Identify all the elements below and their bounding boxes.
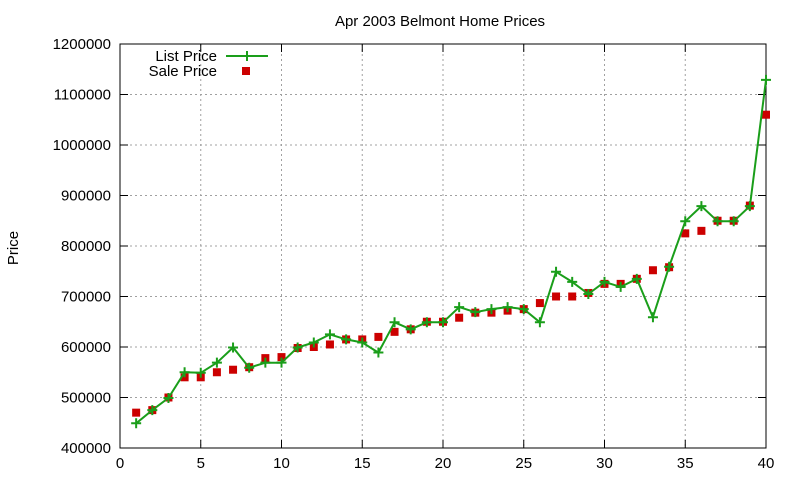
y-tick-label: 700000	[61, 289, 111, 306]
y-tick-label: 500000	[61, 390, 111, 407]
sale-price-point	[180, 373, 189, 382]
y-tick-label: 800000	[61, 238, 111, 255]
list-price-point	[438, 317, 448, 328]
list-price-point	[324, 329, 335, 340]
list-price-point	[244, 362, 255, 373]
sale-price-point	[681, 229, 690, 238]
sale-price-point	[277, 353, 286, 362]
list-price-point	[664, 261, 675, 272]
x-tick-label: 20	[435, 455, 452, 472]
list-price-point	[680, 216, 691, 227]
series	[131, 74, 771, 429]
list-price-point	[131, 418, 142, 429]
list-price-point	[502, 302, 513, 313]
list-price-point	[518, 304, 529, 315]
x-tick-label: 35	[677, 455, 694, 472]
list-price-point	[211, 357, 222, 368]
sale-price-point	[535, 299, 544, 308]
list-price-point	[405, 324, 416, 335]
grid	[120, 44, 766, 448]
list-price-point	[615, 281, 626, 292]
sale-price-point	[374, 332, 383, 341]
list-price-point	[308, 337, 319, 348]
list-price-point	[470, 307, 481, 318]
list-price-point	[631, 273, 642, 284]
list-price-point	[228, 342, 239, 353]
list-price-point	[341, 334, 352, 345]
list-price-point	[728, 216, 739, 227]
sale-price-point	[390, 327, 399, 336]
x-tick-label: 40	[758, 455, 775, 472]
legend-label-sale-price: Sale Price	[149, 63, 217, 80]
sale-price-point	[455, 313, 464, 322]
legend-marker-list-price	[242, 51, 252, 61]
x-tick-label: 25	[515, 455, 532, 472]
list-price-point	[761, 74, 771, 85]
list-price-point	[147, 405, 158, 416]
y-tick-label: 400000	[61, 440, 111, 457]
sale-price-point	[132, 408, 141, 417]
list-price-point	[583, 288, 594, 299]
list-price-point	[163, 393, 174, 404]
y-tick-label: 900000	[61, 188, 111, 205]
list-price-point	[599, 276, 610, 287]
list-price-point	[373, 347, 384, 358]
sale-price-point	[325, 340, 334, 349]
list-price-point	[421, 317, 432, 328]
sale-price-point	[648, 266, 657, 275]
list-price-point	[195, 367, 206, 378]
list-price-point	[389, 317, 400, 328]
legend: List Price Sale Price	[149, 48, 268, 80]
x-tick-label: 30	[596, 455, 613, 472]
y-axis-label: Price	[5, 231, 22, 265]
sale-price-point	[552, 292, 561, 301]
list-price-point	[260, 357, 271, 368]
chart-title: Apr 2003 Belmont Home Prices	[335, 13, 545, 30]
x-tick-label: 15	[354, 455, 371, 472]
list-price-point	[179, 367, 190, 378]
legend-marker-sale-price	[242, 67, 250, 75]
legend-label-list-price: List Price	[155, 48, 217, 65]
list-price-point	[454, 302, 465, 313]
axis-ticks: 400000 500000 600000 700000 800000 900000 1000…	[53, 36, 775, 472]
list-price-point	[712, 216, 723, 227]
x-tick-label: 0	[116, 455, 124, 472]
list-price-point	[357, 337, 368, 348]
y-tick-label: 600000	[61, 339, 111, 356]
list-price-line	[135, 79, 767, 425]
list-price-point	[486, 304, 497, 315]
list-price-point	[551, 266, 562, 277]
list-price-point	[292, 342, 303, 353]
sale-price-point	[697, 226, 706, 235]
list-price-point	[696, 201, 707, 212]
list-price-point	[276, 357, 287, 368]
sale-price-point	[229, 365, 238, 374]
list-price-point	[647, 312, 658, 323]
y-tick-label: 1100000	[54, 87, 111, 104]
y-tick-label: 1200000	[53, 36, 111, 53]
x-tick-label: 10	[273, 455, 290, 472]
sale-price-point	[212, 368, 221, 377]
x-tick-label: 5	[197, 455, 205, 472]
sale-price-point	[568, 292, 577, 301]
y-tick-label: 1000000	[53, 137, 111, 154]
sale-price-point	[762, 110, 770, 119]
list-price-point	[744, 201, 755, 212]
list-price-point	[534, 317, 545, 328]
list-price-point	[567, 276, 578, 287]
